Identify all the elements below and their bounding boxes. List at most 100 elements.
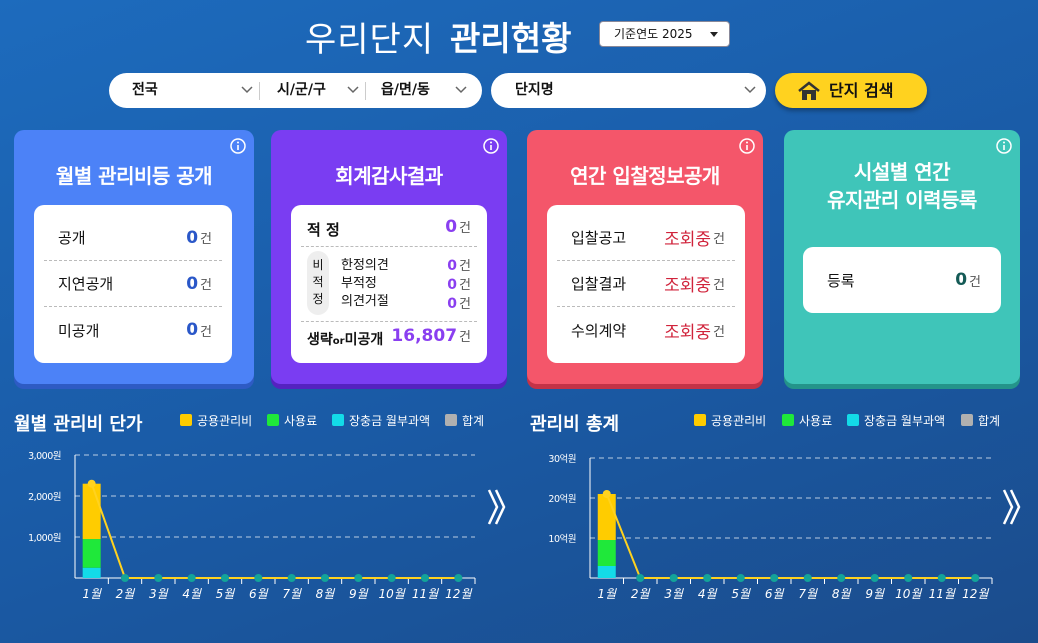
card-panel: 등록 0 건 — [803, 247, 1001, 313]
x-tick-label: 9월 — [865, 587, 885, 601]
line-point — [421, 574, 429, 582]
unit: 건 — [459, 297, 471, 312]
legend-swatch — [445, 414, 457, 426]
line-point — [287, 574, 296, 582]
info-icon[interactable] — [739, 138, 755, 154]
row-label: 입찰결과 — [571, 275, 627, 293]
x-tick-label: 1월 — [82, 587, 102, 601]
x-tick-label: 11월 — [412, 587, 439, 601]
x-tick-label: 5월 — [731, 587, 751, 601]
row-label: 적 정 — [307, 221, 340, 239]
info-icon[interactable] — [230, 138, 246, 154]
legend-swatch — [694, 414, 706, 426]
legend-swatch — [267, 414, 279, 426]
line-point — [971, 574, 980, 582]
region-select[interactable]: 전국 — [132, 82, 158, 98]
unit: 건 — [713, 324, 725, 340]
info-icon[interactable] — [996, 138, 1012, 154]
home-icon — [798, 81, 820, 100]
x-tick-label: 2월 — [631, 587, 651, 601]
line-point — [121, 574, 129, 582]
y-tick-label: 1,000원 — [28, 533, 61, 544]
search-button[interactable]: 단지 검색 — [775, 73, 927, 108]
city-select[interactable]: 시/군/구 — [277, 82, 326, 98]
row-value: 0 — [955, 270, 968, 290]
line-point — [387, 574, 396, 582]
footer-value: 16,807 — [391, 326, 458, 346]
footer-label: 미공개 — [344, 332, 384, 348]
x-tick-label: 5월 — [216, 587, 236, 601]
chevron — [744, 86, 756, 94]
legend-swatch — [180, 414, 192, 426]
row-label: 미공개 — [58, 321, 100, 340]
row-label: 공개 — [58, 229, 86, 247]
chevron — [455, 86, 467, 94]
line-point — [636, 574, 645, 582]
row-label: 등록 — [827, 271, 855, 290]
row-value: 조회중 — [664, 276, 712, 296]
row-value: 0 — [445, 217, 458, 237]
unit: 건 — [713, 232, 725, 247]
legend-label: 사용료 — [284, 414, 317, 428]
year-select-text: 기준연도 2025 — [614, 27, 693, 41]
unit: 건 — [459, 330, 471, 345]
chart-title: 관리비 총계 — [530, 414, 619, 435]
card-disclosure[interactable]: 월별 관리비등 공개 공개 0 건 지연공개 0 건 미공개 0 건 — [14, 130, 254, 384]
chevron — [241, 86, 253, 94]
footer-label: 생략 — [307, 332, 333, 348]
chevron — [710, 32, 718, 37]
card-title: 연간 입찰정보공개 — [570, 164, 720, 188]
chart-title: 월별 관리비 단가 — [14, 414, 143, 435]
unit: 건 — [459, 278, 471, 293]
year-select[interactable]: 기준연도 2025 — [599, 21, 730, 47]
card-panel: 공개 0 건 지연공개 0 건 미공개 0 건 — [34, 205, 232, 363]
x-tick-label: 10월 — [895, 587, 922, 601]
legend-label: 공용관리비 — [711, 414, 766, 428]
x-tick-label: 10월 — [379, 587, 406, 601]
x-tick-label: 8월 — [832, 587, 852, 601]
line-point — [454, 574, 463, 582]
row-label: 부적정 — [341, 276, 377, 291]
line-point — [870, 574, 879, 582]
x-tick-label: 9월 — [349, 587, 369, 601]
next-arrow[interactable] — [487, 489, 506, 525]
card-title-line: 시설별 연간 — [854, 160, 950, 184]
search-button-text: 단지 검색 — [829, 81, 894, 100]
line-point — [937, 574, 946, 582]
row-value: 0 — [186, 273, 199, 294]
line-point — [803, 574, 812, 582]
bar — [597, 566, 616, 578]
x-tick-label: 6월 — [249, 587, 269, 601]
legend-swatch — [847, 414, 859, 426]
bar — [597, 540, 616, 566]
x-tick-label: 7월 — [282, 587, 302, 601]
legend-label: 합계 — [978, 414, 1000, 428]
x-tick-label: 6월 — [765, 587, 785, 601]
bar — [82, 483, 101, 540]
bar — [82, 567, 101, 578]
line-point — [669, 574, 678, 582]
card-facility[interactable]: 시설별 연간 유지관리 이력등록 등록 0 건 — [784, 130, 1020, 384]
unit: 건 — [200, 324, 212, 340]
row-value: 조회중 — [664, 230, 712, 250]
x-tick-label: 3월 — [149, 587, 169, 601]
info-icon[interactable] — [483, 138, 499, 154]
card-bidding[interactable]: 연간 입찰정보공개 입찰공고 조회중 건 입찰결과 조회중 건 수의계약 조회중 건 — [527, 130, 763, 384]
row-value: 0 — [447, 296, 458, 312]
card-title: 회계감사결과 — [335, 164, 443, 188]
legend-label: 장충금 월부과액 — [864, 414, 945, 428]
page-title-light: 우리단지 — [305, 20, 435, 60]
next-arrow[interactable] — [1002, 489, 1021, 525]
row-label: 한정의견 — [341, 258, 389, 273]
complex-select[interactable]: 단지명 — [491, 73, 766, 108]
town-select[interactable]: 읍/면/동 — [381, 82, 430, 98]
unit: 건 — [459, 259, 471, 274]
x-tick-label: 2월 — [116, 587, 136, 601]
card-title-line: 유지관리 이력등록 — [827, 188, 977, 212]
legend-label: 사용료 — [799, 414, 832, 428]
x-tick-label: 12월 — [962, 587, 989, 601]
